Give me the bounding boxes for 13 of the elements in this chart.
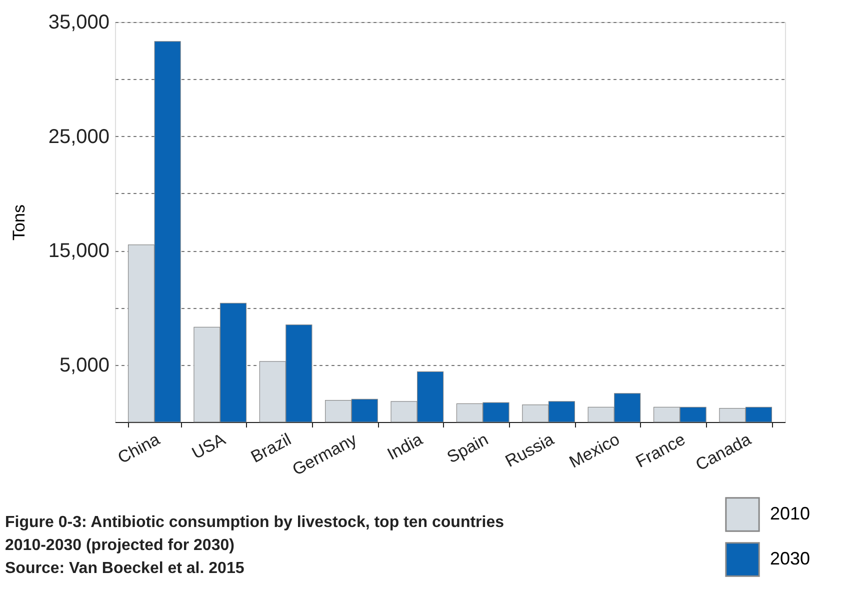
x-tick-label: China	[114, 429, 164, 468]
x-tick-label: Spain	[444, 430, 492, 467]
legend-label: 2030	[770, 548, 810, 568]
y-axis-title: Tons	[9, 204, 28, 240]
y-tick-label: 25,000	[48, 126, 110, 148]
y-tick-label: 35,000	[48, 12, 110, 34]
x-tick-label: USA	[188, 429, 230, 463]
x-tick-label: India	[384, 429, 426, 464]
y-tick-label: 15,000	[48, 240, 110, 262]
source-note: Source: Van Boeckel et al. 2015	[5, 560, 244, 577]
text: Figure 0-3: Antibiotic consumption by livestock, top ten countries 2010-2030 (projected for 2030)	[5, 514, 504, 554]
legend-label: 2010	[770, 504, 810, 524]
y-tick-label: 5,000	[59, 354, 110, 376]
